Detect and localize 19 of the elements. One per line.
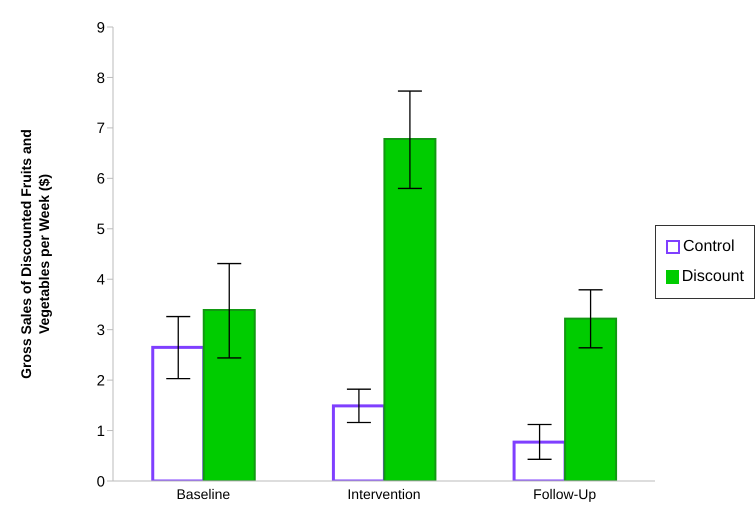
y-axis-title: Gross Sales of Discounted Fruits and Vegetables per Week ($)	[18, 129, 52, 379]
y-tick-label: 2	[96, 372, 105, 390]
legend-label: Control	[683, 238, 735, 256]
bar	[564, 318, 618, 481]
y-tick-label: 4	[96, 272, 105, 289]
y-tick-label: 0	[96, 473, 105, 490]
y-tick-label: 7	[96, 120, 105, 138]
y-tick-label: 3	[96, 322, 105, 339]
y-tick-label: 9	[96, 19, 105, 36]
y-tick-label: 6	[96, 170, 105, 188]
y-tick-label: 8	[96, 70, 105, 87]
y-tick-label: 5	[96, 221, 105, 238]
x-tick-label: Follow-Up	[533, 486, 596, 502]
bar	[383, 138, 436, 481]
y-tick-label: 1	[96, 422, 105, 440]
bar	[202, 308, 256, 481]
legend-label: Discount	[682, 268, 744, 286]
x-tick-label: Intervention	[347, 486, 421, 502]
x-tick-label: Baseline	[176, 486, 230, 502]
